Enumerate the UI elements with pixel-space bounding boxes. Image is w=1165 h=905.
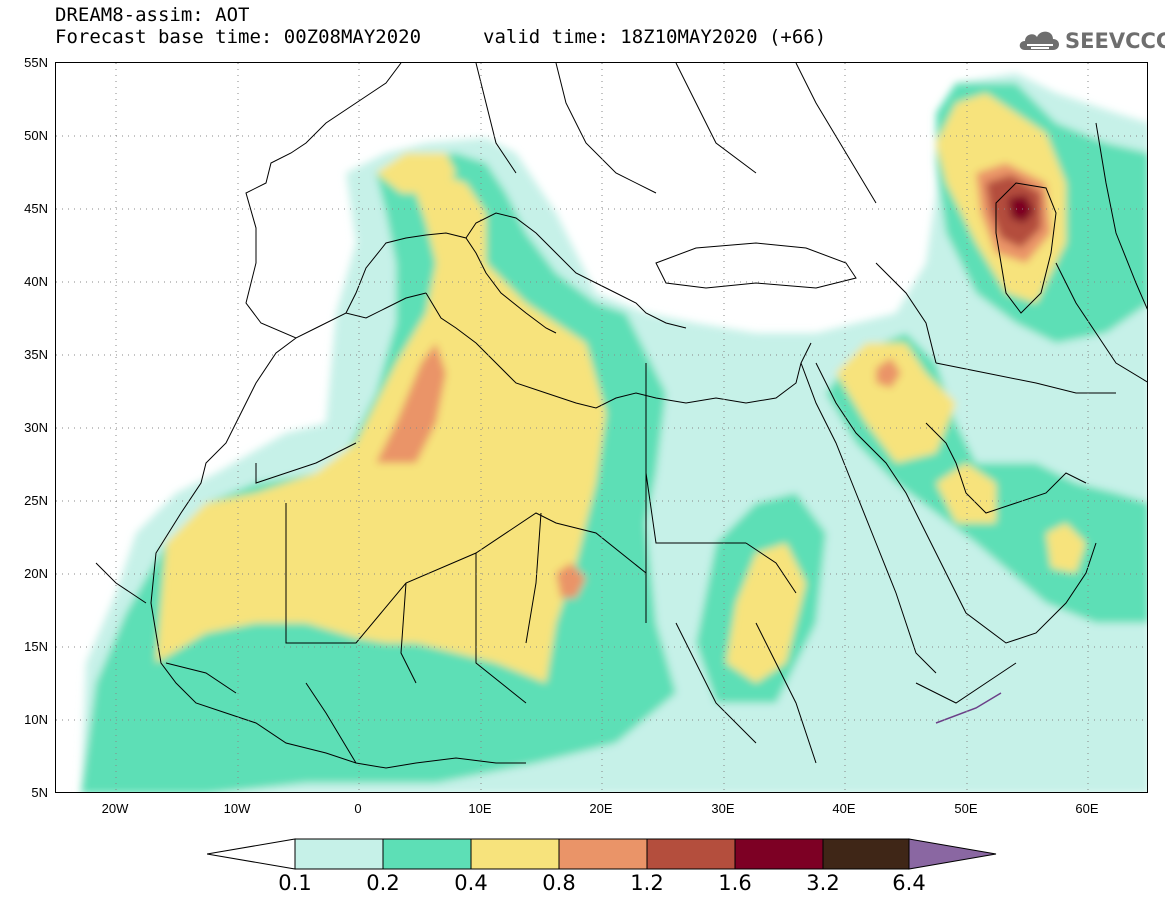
lon-label-20w: 20W <box>101 801 129 816</box>
lat-label-20n: 20N <box>24 566 48 581</box>
lon-label-10e: 10E <box>468 801 492 816</box>
coastlines-borders <box>95 63 1147 769</box>
lon-label-50e: 50E <box>954 801 978 816</box>
colorbar-label-3-2: 3.2 <box>806 871 840 895</box>
colorbar <box>207 838 997 870</box>
lat-label-30n: 30N <box>24 420 48 435</box>
map-canvas <box>56 63 1147 792</box>
colorbar-label-6-4: 6.4 <box>892 871 926 895</box>
colorbar-label-0-4: 0.4 <box>454 871 488 895</box>
colorbar-label-0-1: 0.1 <box>278 871 312 895</box>
colorbar-swatch-5 <box>646 838 736 870</box>
lon-label-10w: 10W <box>223 801 251 816</box>
lat-label-40n: 40N <box>24 274 48 289</box>
lat-label-25n: 25N <box>24 493 48 508</box>
colorbar-swatch-1 <box>294 838 384 870</box>
lon-label-60e: 60E <box>1075 801 1099 816</box>
cloud-logo-icon <box>1019 31 1059 50</box>
lat-label-10n: 10N <box>24 712 48 727</box>
lon-label-40e: 40E <box>832 801 856 816</box>
colorbar-swatch-7 <box>822 838 910 870</box>
map-title: DREAM8-assim: AOT <box>55 4 250 26</box>
lat-label-35n: 35N <box>24 347 48 362</box>
lat-label-45n: 45N <box>24 201 48 216</box>
lon-label-20e: 20E <box>589 801 613 816</box>
aot-field <box>81 73 1147 792</box>
graticule <box>56 63 1147 792</box>
forecast-base-time: Forecast base time: 00Z08MAY2020 <box>55 26 422 48</box>
valid-time: valid time: 18Z10MAY2020 (+66) <box>483 26 827 48</box>
aot-map <box>55 62 1148 793</box>
lat-label-50n: 50N <box>24 128 48 143</box>
colorbar-swatch-2 <box>382 838 472 870</box>
lon-label-0: 0 <box>354 801 362 816</box>
colorbar-swatch-above <box>908 838 997 870</box>
colorbar-label-1-6: 1.6 <box>718 871 752 895</box>
colorbar-swatch-4 <box>558 838 648 870</box>
lon-label-30e: 30E <box>711 801 735 816</box>
lat-label-15n: 15N <box>24 639 48 654</box>
colorbar-label-0-2: 0.2 <box>366 871 400 895</box>
lat-label-5n: 5N <box>31 785 48 800</box>
colorbar-swatch-3 <box>470 838 560 870</box>
logo-text: SEEVCCC <box>1065 29 1165 53</box>
colorbar-swatch-below <box>207 838 296 870</box>
colorbar-label-1-2: 1.2 <box>630 871 664 895</box>
seevccc-logo: SEEVCCC <box>1017 25 1165 57</box>
lat-label-55n: 55N <box>24 55 48 70</box>
colorbar-label-0-8: 0.8 <box>542 871 576 895</box>
colorbar-swatch-6 <box>734 838 824 870</box>
